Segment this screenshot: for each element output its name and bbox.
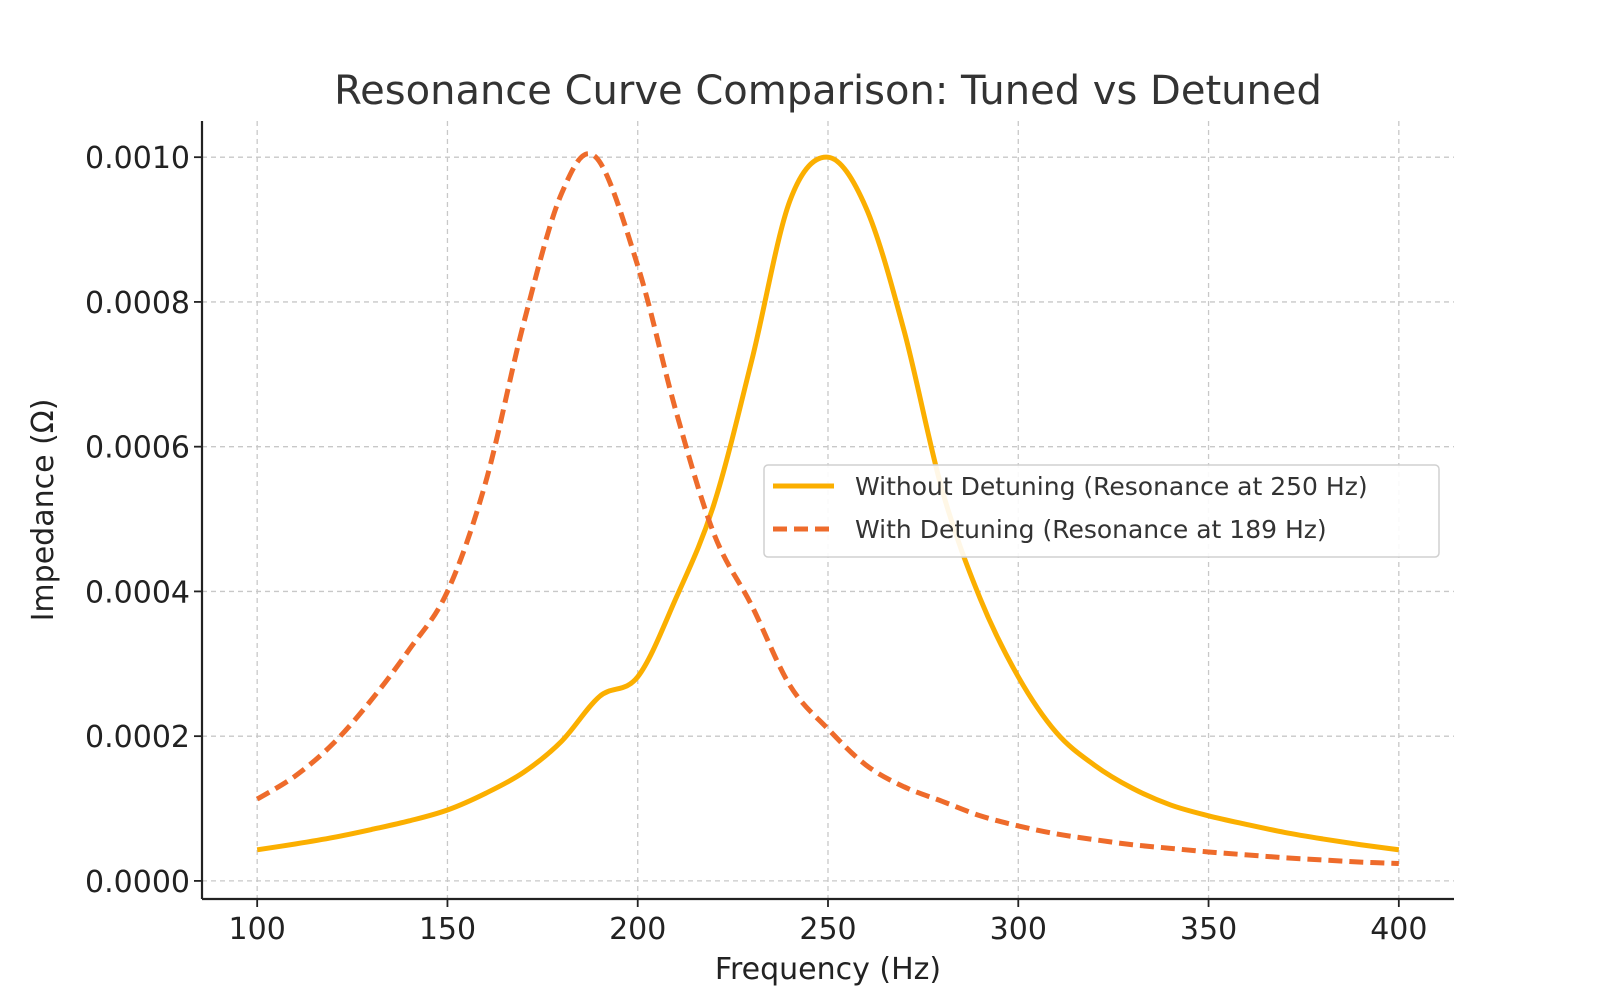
chart-title: Resonance Curve Comparison: Tuned vs Det… (334, 68, 1322, 114)
x-axis-label: Frequency (Hz) (715, 952, 941, 987)
x-tick-label: 250 (799, 912, 856, 947)
x-tick-label: 300 (990, 912, 1047, 947)
y-tick-label: 0.0000 (85, 865, 190, 900)
y-tick-label: 0.0004 (85, 575, 190, 610)
legend: Without Detuning (Resonance at 250 Hz) W… (763, 464, 1440, 558)
y-tick-label: 0.0008 (85, 286, 190, 321)
x-tick-label: 350 (1180, 912, 1237, 947)
legend-label-with-detuning: With Detuning (Resonance at 189 Hz) (855, 515, 1327, 544)
y-tick-label: 0.0006 (85, 431, 190, 466)
legend-label-without-detuning: Without Detuning (Resonance at 250 Hz) (855, 472, 1368, 501)
legend-box (763, 464, 1440, 558)
y-axis-label: Impedance (Ω) (26, 399, 61, 622)
series-without-detuning (256, 154, 1400, 853)
ticks: 100 150 200 250 300 350 400 0.0000 0.0002 0.0004 0… (85, 141, 1427, 947)
y-tick-label: 0.0002 (85, 720, 190, 755)
y-tick-label: 0.0010 (85, 141, 190, 176)
x-tick-label: 100 (229, 912, 286, 947)
x-tick-label: 200 (609, 912, 666, 947)
series-with-detuning (255, 151, 1399, 867)
series-layer (255, 151, 1400, 867)
x-tick-label: 150 (419, 912, 476, 947)
x-tick-label: 400 (1370, 912, 1427, 947)
